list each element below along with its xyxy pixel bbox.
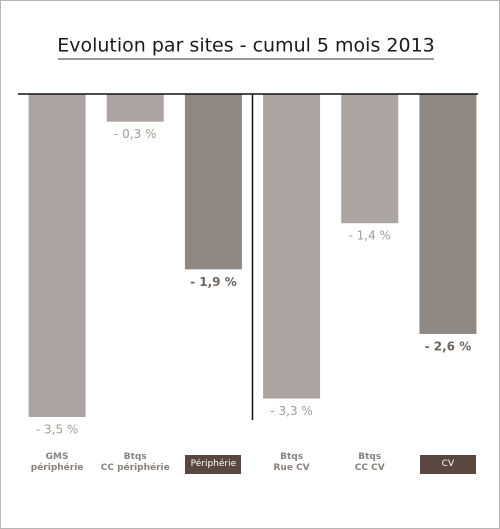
value-label: - 0,3 % — [114, 127, 156, 141]
value-label: - 2,6 % — [425, 339, 472, 353]
x-tick-label: Btqs CC CV — [354, 452, 385, 473]
bar — [419, 94, 477, 334]
bar — [341, 94, 399, 224]
value-label: - 1,9 % — [190, 275, 237, 289]
bar — [28, 94, 86, 417]
x-tick-label: Périphérie — [185, 455, 242, 474]
bar — [263, 94, 321, 399]
x-tick-label: Btqs CC périphérie — [100, 452, 170, 473]
value-label: - 1,4 % — [349, 229, 391, 243]
value-label: - 3,3 % — [270, 404, 312, 418]
bar — [184, 94, 242, 270]
bar — [106, 94, 164, 122]
value-label: - 3,5 % — [36, 423, 78, 437]
x-tick-label: GMS périphérie — [30, 452, 84, 473]
x-tick-label: Btqs Rue CV — [273, 452, 310, 473]
chart-title: Evolution par sites - cumul 5 mois 2013 — [57, 35, 435, 57]
x-tick-label: CV — [419, 455, 476, 474]
